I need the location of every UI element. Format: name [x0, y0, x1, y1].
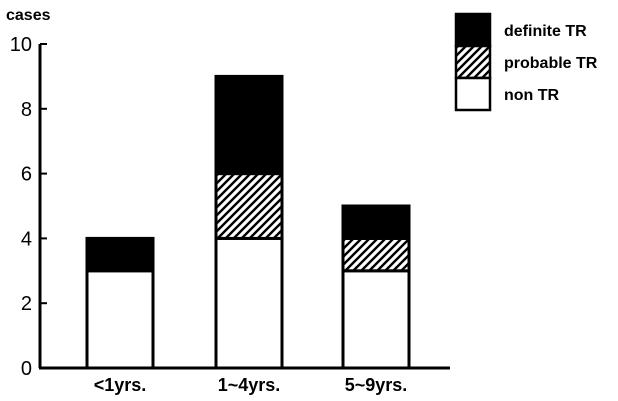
x-tick-label: 1~4yrs.: [218, 375, 281, 395]
bar-segment-non-tr: [214, 236, 284, 370]
bar-segment-non-tr: [341, 269, 411, 370]
x-tick-label: 5~9yrs.: [345, 375, 408, 395]
legend-swatch: [454, 44, 492, 80]
legend-label: probable TR: [504, 55, 598, 72]
legend-swatch: [454, 76, 492, 112]
y-axis-label: cases: [6, 7, 51, 24]
bar-segment-probable-tr: [214, 172, 284, 240]
bar-segment-definite-tr: [85, 236, 155, 273]
x-tick-label: <1yrs.: [94, 375, 147, 395]
bar-segment-definite-tr: [341, 204, 411, 240]
legend-swatch: [454, 12, 492, 48]
x-tick-labels: <1yrs. 1~4yrs. 5~9yrs.: [94, 375, 408, 395]
y-tick-label: 6: [21, 164, 32, 186]
bars: [85, 74, 411, 370]
bar-segment-definite-tr: [214, 74, 284, 176]
bar-segment-non-tr: [85, 269, 155, 370]
legend: definite TR probable TR non TR: [454, 12, 598, 112]
y-tick-label: 10: [10, 34, 32, 56]
y-tick-label: 0: [21, 358, 32, 380]
y-tick-label: 2: [21, 293, 32, 315]
y-tick-label: 4: [21, 228, 32, 250]
legend-label: definite TR: [504, 23, 587, 40]
y-tick-label: 8: [21, 99, 32, 121]
legend-label: non TR: [504, 87, 560, 104]
bar-segment-probable-tr: [341, 236, 411, 273]
y-ticks: 0 2 4 6 8 10: [10, 34, 47, 380]
